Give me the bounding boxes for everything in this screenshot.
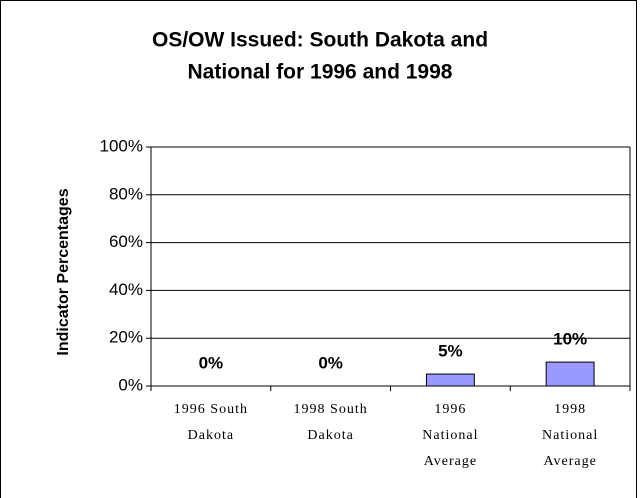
value-label: 0% <box>318 353 343 372</box>
y-tick-label: 40% <box>109 280 143 299</box>
x-tick-label: 1996 <box>434 402 466 417</box>
chart-title: National for 1996 and 1998 <box>188 61 453 84</box>
x-tick-label: National <box>542 428 598 443</box>
x-tick-label: Dakota <box>188 428 234 443</box>
x-tick-label: Dakota <box>307 428 353 443</box>
x-tick-label: 1996 South <box>174 402 248 417</box>
y-tick-label: 20% <box>109 328 143 347</box>
x-tick-label: Average <box>424 454 477 469</box>
value-label: 10% <box>553 330 587 349</box>
x-tick-label: 1998 South <box>294 402 368 417</box>
y-axis-label: Indicator Percentages <box>55 188 72 355</box>
value-label: 0% <box>199 353 224 372</box>
value-label: 5% <box>438 342 463 361</box>
x-tick-label: National <box>422 428 478 443</box>
y-tick-label: 60% <box>109 232 143 251</box>
chart-title: OS/OW Issued: South Dakota and <box>152 29 488 52</box>
bar <box>425 373 475 387</box>
y-tick-label: 0% <box>118 375 143 394</box>
y-tick-label: 80% <box>109 184 143 203</box>
bar <box>545 361 595 387</box>
y-tick-label: 100% <box>100 136 143 155</box>
x-tick-label: Average <box>543 454 596 469</box>
x-tick-label: 1998 <box>554 402 586 417</box>
